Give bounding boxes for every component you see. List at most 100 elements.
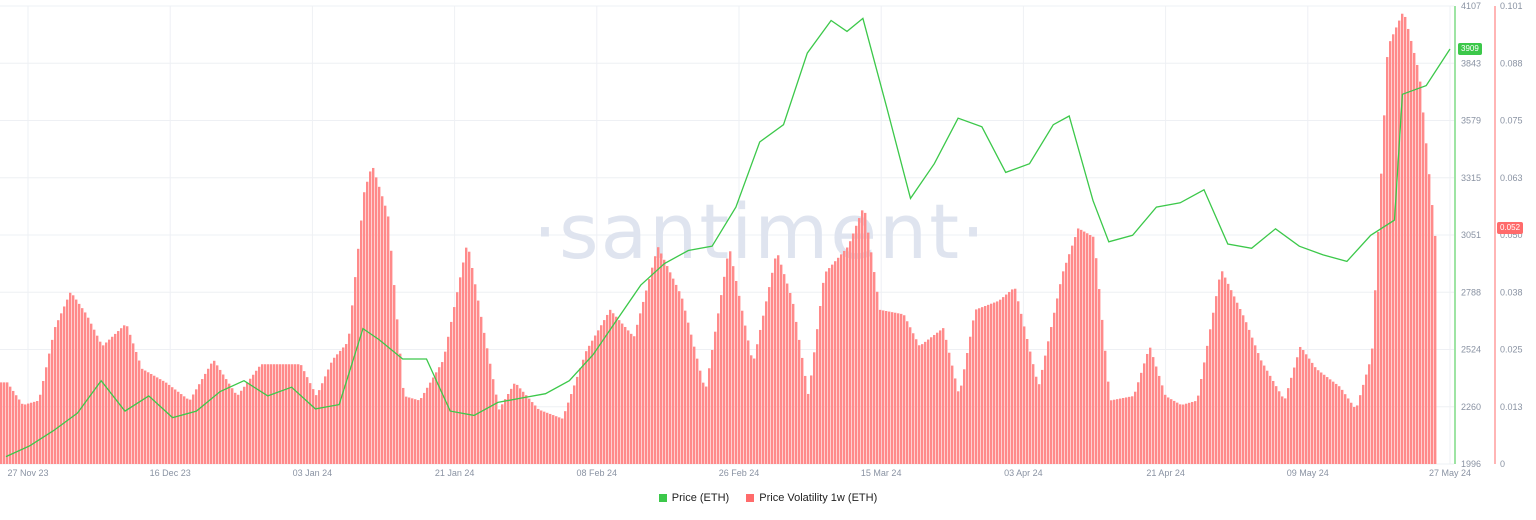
- volatility-bar: [480, 316, 483, 464]
- volatility-bar: [927, 339, 930, 464]
- volatility-bar: [804, 375, 807, 464]
- volatility-bar: [1212, 312, 1215, 464]
- volatility-bar: [285, 364, 288, 464]
- volatility-bar: [441, 362, 444, 464]
- volatility-bar: [1362, 384, 1365, 464]
- volatility-bar: [1248, 329, 1251, 464]
- volatility-bar: [258, 366, 261, 464]
- volatility-bar: [912, 333, 915, 464]
- volatility-bar: [1164, 394, 1167, 464]
- volatility-bar: [948, 352, 951, 464]
- legend-item-volatility[interactable]: Price Volatility 1w (ETH): [746, 492, 877, 504]
- volatility-bar: [516, 384, 519, 464]
- volatility-bar: [1284, 398, 1287, 464]
- volatility-bar: [267, 364, 270, 464]
- volatility-bar: [1227, 283, 1230, 464]
- volatility-bar: [216, 365, 219, 464]
- volatility-bar: [552, 415, 555, 464]
- price-tick-label: 4107: [1461, 1, 1481, 11]
- volatility-bar: [834, 261, 837, 464]
- volatility-bar: [897, 313, 900, 464]
- volatility-bar: [84, 312, 87, 464]
- legend-item-price[interactable]: Price (ETH): [658, 492, 730, 504]
- volatility-bar: [1290, 377, 1293, 464]
- volatility-bar: [1308, 358, 1311, 464]
- volatility-bar: [987, 304, 990, 464]
- date-tick-label: 16 Dec 23: [150, 468, 191, 478]
- legend-label-price: Price (ETH): [671, 492, 730, 504]
- volatility-bar: [1080, 229, 1083, 464]
- volatility-bar: [1389, 41, 1392, 464]
- volatility-bar: [189, 399, 192, 464]
- volatility-bar: [1032, 364, 1035, 464]
- volatility-bar: [750, 355, 753, 464]
- volatility-bar: [855, 225, 858, 464]
- volatility-bar: [858, 218, 861, 464]
- volatility-bar: [201, 379, 204, 464]
- volatility-bar: [405, 396, 408, 464]
- volatility-bar: [759, 329, 762, 464]
- volatility-bar: [876, 291, 879, 464]
- volatility-bar: [30, 402, 33, 464]
- volatility-bar: [879, 309, 882, 464]
- volatility-bar: [714, 331, 717, 464]
- volatility-bar: [48, 353, 51, 464]
- volatility-bar: [348, 333, 351, 464]
- volatility-bar: [1167, 397, 1170, 464]
- volatility-bar: [735, 281, 738, 464]
- volatility-bar: [225, 379, 228, 464]
- volatility-bar: [1176, 402, 1179, 464]
- volatility-bar: [993, 302, 996, 464]
- volatility-bar: [183, 396, 186, 464]
- volatility-bar: [1329, 379, 1332, 464]
- volatility-bar: [324, 376, 327, 464]
- volatility-bar: [1335, 383, 1338, 464]
- volatility-bar: [594, 335, 597, 464]
- volatility-bar: [549, 413, 552, 464]
- price-tick-label: 1996: [1461, 459, 1481, 469]
- volatility-tick-label: 0.013: [1500, 402, 1523, 412]
- volatility-bar: [693, 346, 696, 464]
- volatility-bar: [369, 171, 372, 465]
- volatility-bar: [318, 390, 321, 464]
- volatility-bar: [723, 276, 726, 464]
- volatility-bar: [300, 365, 303, 464]
- volatility-bar: [327, 369, 330, 464]
- volatility-bar: [375, 177, 378, 464]
- volatility-bar: [1191, 401, 1194, 464]
- volatility-bar: [1002, 297, 1005, 464]
- volatility-bar: [783, 274, 786, 464]
- volatility-bar: [861, 210, 864, 464]
- volatility-bar: [945, 339, 948, 464]
- volatility-bar: [819, 306, 822, 464]
- volatility-bar: [39, 394, 42, 464]
- chart-canvas: ·santiment· 4107 3843 3579 3315 3051 2788 2524…: [0, 1, 1523, 478]
- volatility-bar: [921, 344, 924, 464]
- volatility-bar: [936, 332, 939, 464]
- volatility-bar: [177, 391, 180, 464]
- volatility-bar: [1044, 355, 1047, 464]
- volatility-bar: [1101, 319, 1104, 464]
- volatility-bar: [1056, 298, 1059, 464]
- volatility-bar: [1017, 301, 1020, 464]
- volatility-bar: [1140, 372, 1143, 464]
- volatility-bar: [159, 379, 162, 464]
- volatility-bar: [762, 315, 765, 464]
- volatility-bar: [843, 250, 846, 464]
- volatility-bar: [246, 382, 249, 464]
- volatility-bar: [1266, 370, 1269, 464]
- volatility-bar: [873, 272, 876, 464]
- volatility-bar: [459, 277, 462, 464]
- volatility-bar: [384, 205, 387, 464]
- volatility-bar: [603, 320, 606, 464]
- volatility-bar: [1236, 302, 1239, 464]
- volatility-bar: [231, 388, 234, 464]
- volatility-bar: [435, 372, 438, 464]
- volatility-bar: [600, 325, 603, 464]
- volatility-bar: [1125, 397, 1128, 464]
- volatility-bar: [939, 330, 942, 464]
- volatility-tick-label: 0.088: [1500, 58, 1523, 68]
- volatility-bar: [429, 382, 432, 464]
- volatility-bar: [489, 363, 492, 464]
- volatility-bar: [777, 255, 780, 464]
